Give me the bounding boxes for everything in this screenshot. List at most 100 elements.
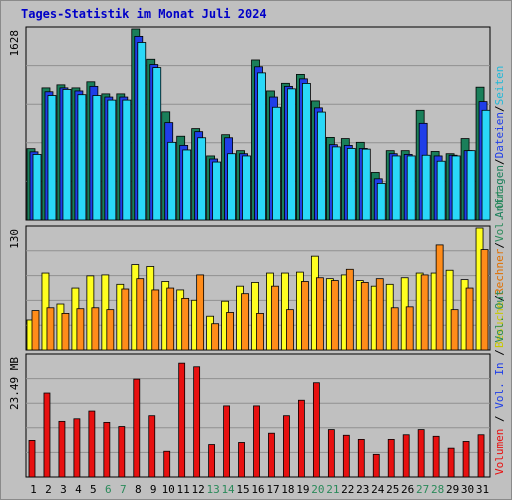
rechner-bar xyxy=(390,307,399,351)
seiten-bar xyxy=(361,148,371,221)
volumen-bar xyxy=(447,447,455,478)
volumen-bar xyxy=(193,366,201,478)
seiten-bar xyxy=(257,72,266,221)
chart-title: Tages-Statistik im Monat Juli 2024 xyxy=(21,7,267,21)
day-label: 31 xyxy=(476,483,489,496)
day-label: 8 xyxy=(135,483,142,496)
day-label: 27 xyxy=(416,483,429,496)
panel-2-legend: Besuche/Rechner/Vol. Out xyxy=(493,189,506,348)
seiten-bar xyxy=(197,137,207,221)
volumen-bar xyxy=(357,438,365,478)
legend-entry: / xyxy=(493,105,506,112)
day-label: 26 xyxy=(401,483,414,496)
day-label: 20 xyxy=(311,483,324,496)
panel-2-max-label: 130 xyxy=(8,229,21,249)
legend-entry: Seiten xyxy=(493,66,506,106)
volumen-bar xyxy=(253,405,260,478)
day-label: 19 xyxy=(296,483,309,496)
rechner-bar xyxy=(31,310,40,351)
legend-entry: Besuche xyxy=(493,302,506,348)
legend-entry: / xyxy=(493,242,506,249)
legend-entry: Dateien xyxy=(493,112,506,158)
rechner-bar xyxy=(435,244,444,351)
rechner-bar xyxy=(405,306,414,351)
volumen-bar xyxy=(163,450,171,478)
day-label: 28 xyxy=(431,483,444,496)
rechner-bar xyxy=(360,282,369,351)
rechner-bar xyxy=(420,274,429,351)
volumen-bar xyxy=(118,426,126,478)
rechner-bar xyxy=(151,289,160,351)
rechner-bar xyxy=(106,309,115,351)
volumen-bar xyxy=(28,440,36,478)
panel-3-max-label: 23.49 MB xyxy=(8,357,21,410)
seiten-bar xyxy=(122,99,132,221)
volumen-bar xyxy=(88,410,96,478)
legend-entry: / xyxy=(493,409,506,429)
seiten-bar xyxy=(272,106,281,221)
rechner-bar xyxy=(76,308,85,351)
rechner-bar xyxy=(286,309,294,351)
seiten-bar xyxy=(391,155,401,221)
volumen-bar xyxy=(268,432,275,478)
rechner-bar xyxy=(241,293,249,351)
day-label: 1 xyxy=(30,483,37,496)
day-label: 6 xyxy=(105,483,112,496)
rechner-bar xyxy=(345,268,354,351)
rechner-bar xyxy=(61,312,70,351)
rechner-bar xyxy=(450,309,459,351)
rechner-bar xyxy=(330,280,339,351)
day-label: 11 xyxy=(177,483,190,496)
volumen-bar xyxy=(312,382,320,478)
day-label: 3 xyxy=(60,483,67,496)
seiten-bar xyxy=(331,146,341,221)
seiten-bar xyxy=(227,153,236,221)
volumen-bar xyxy=(432,435,440,478)
seiten-bar xyxy=(316,111,326,221)
legend-entry: Rechner xyxy=(493,248,506,295)
seiten-bar xyxy=(62,89,72,221)
volumen-bar xyxy=(342,434,350,478)
legend-entry: / xyxy=(493,158,506,165)
volumen-bar xyxy=(148,415,156,478)
day-label: 30 xyxy=(461,483,474,496)
rechner-bar xyxy=(375,278,384,351)
rechner-bar xyxy=(181,297,190,351)
day-label: 29 xyxy=(446,483,459,496)
legend-entry: / xyxy=(493,343,506,363)
seiten-bar xyxy=(481,109,491,221)
volumen-bar xyxy=(223,405,230,478)
seiten-bar xyxy=(47,95,57,221)
volumen-bar xyxy=(402,434,410,478)
volumen-bar xyxy=(298,399,305,478)
seiten-bar xyxy=(421,154,431,221)
rechner-bar xyxy=(256,312,264,351)
volumen-bar xyxy=(73,418,81,478)
day-label: 10 xyxy=(162,483,175,496)
rechner-bar xyxy=(166,287,175,351)
seiten-bar xyxy=(451,155,461,221)
seiten-bar xyxy=(107,99,117,221)
rechner-bar xyxy=(211,323,220,351)
volumen-bar xyxy=(387,438,395,478)
seiten-bar xyxy=(346,148,356,221)
rechner-bar xyxy=(196,274,205,351)
seiten-bar xyxy=(376,182,386,221)
day-label: 22 xyxy=(341,483,354,496)
rechner-bar xyxy=(136,278,145,351)
day-label: 21 xyxy=(326,483,339,496)
volumen-bar xyxy=(417,429,425,478)
volumen-bar xyxy=(238,442,245,478)
seiten-bar xyxy=(182,149,192,221)
volumen-bar xyxy=(103,421,111,478)
volumen-bar xyxy=(58,420,66,478)
rechner-bar xyxy=(91,307,100,351)
seiten-bar xyxy=(406,155,416,221)
volumen-bar xyxy=(477,434,485,478)
legend-entry: Vol. Out xyxy=(493,189,506,242)
seiten-bar xyxy=(77,94,87,221)
volumen-bar xyxy=(178,362,186,478)
legend-entry: / xyxy=(493,295,506,302)
seiten-bar xyxy=(436,160,446,221)
